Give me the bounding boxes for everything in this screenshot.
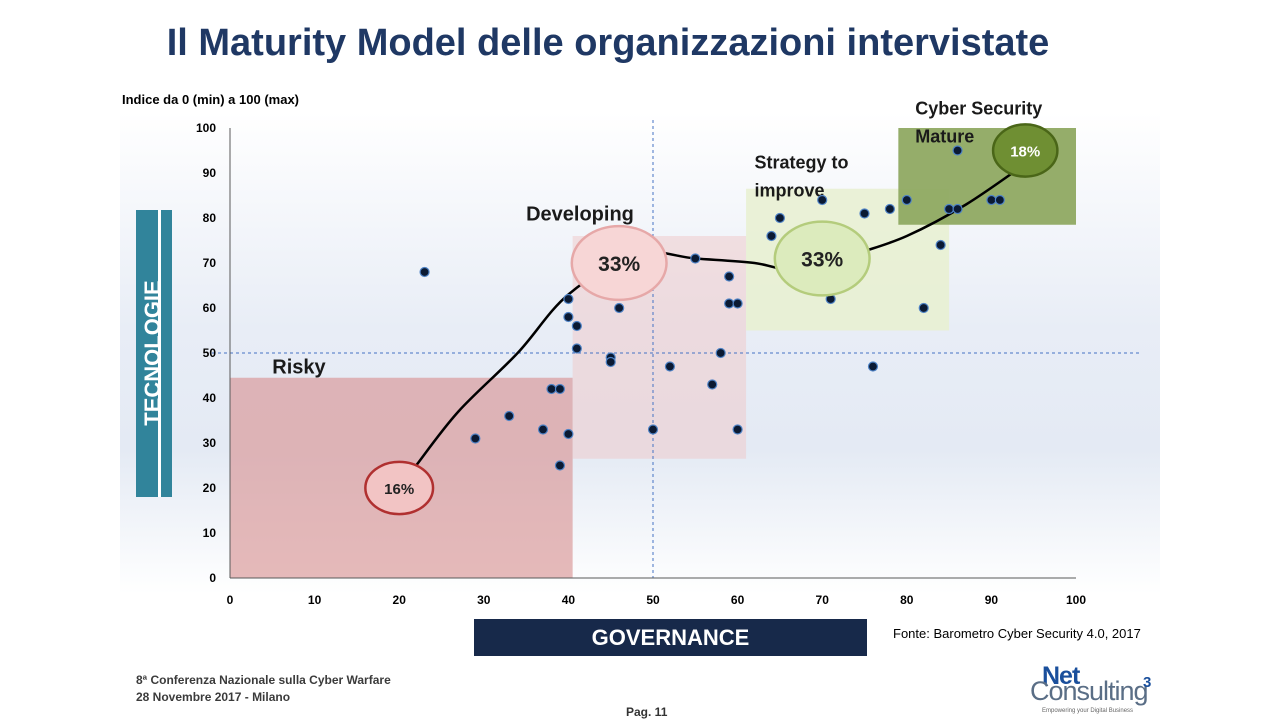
data-point [563, 311, 574, 323]
y-tick-label: 70 [203, 256, 217, 270]
data-point [614, 302, 625, 314]
x-tick-label: 30 [477, 593, 491, 607]
data-point [817, 194, 828, 206]
data-point [554, 383, 566, 395]
data-point [563, 428, 574, 440]
chart-subtitle: Indice da 0 (min) a 100 (max) [122, 92, 300, 107]
x-tick-label: 40 [562, 593, 576, 607]
data-point [774, 212, 786, 224]
data-point [986, 194, 997, 206]
x-tick-label: 80 [900, 593, 914, 607]
page-number: Pag. 11 [626, 705, 668, 719]
zone-label-risky: Risky [272, 356, 326, 378]
y-tick-label: 100 [196, 121, 216, 135]
zone-label-cyber-security-mature: Cyber Security Mature [915, 99, 1042, 147]
y-tick-label: 90 [203, 166, 217, 180]
maturity-curve [415, 162, 1026, 467]
x-tick-label: 90 [985, 593, 999, 607]
y-tick-label: 60 [203, 301, 217, 315]
y-tick-label: 40 [203, 391, 217, 405]
y-tick-label: 80 [203, 211, 217, 225]
x-tick-label: 100 [1066, 593, 1086, 607]
footer-event: 8ª Conferenza Nazionale sulla Cyber Warf… [136, 673, 391, 687]
logo-tagline: Empowering your Digital Business [1042, 708, 1134, 714]
data-point [952, 145, 963, 156]
data-point [732, 298, 743, 309]
data-point [994, 194, 1005, 206]
data-point [867, 361, 879, 372]
x-tick-label: 70 [816, 593, 830, 607]
data-point [690, 253, 701, 264]
percentage-bubble [364, 460, 435, 516]
data-point [571, 320, 582, 332]
data-point [546, 383, 557, 395]
data-point [715, 347, 726, 359]
netconsulting-logo: Net Consulting 3 Empowering your Digital… [1030, 662, 1162, 718]
y-tick-label: 50 [203, 346, 217, 360]
y-tick-label: 10 [203, 526, 217, 540]
logo-consulting: Consulting [1030, 676, 1149, 706]
footer: 8ª Conferenza Nazionale sulla Cyber Warf… [136, 672, 391, 706]
zone-label-strategy-to-improve: Strategy to improve [755, 153, 849, 201]
x-tick-label: 10 [308, 593, 322, 607]
data-point [419, 266, 430, 278]
y-tick-label: 20 [203, 481, 217, 495]
data-point [724, 298, 735, 309]
data-point [732, 424, 743, 435]
data-point [571, 343, 582, 354]
data-point [952, 203, 963, 215]
data-point [943, 203, 955, 215]
data-point [884, 203, 895, 215]
percentage-label: 16% [384, 481, 414, 498]
data-point [707, 379, 718, 390]
percentage-label: 18% [1010, 144, 1040, 161]
data-point [563, 293, 574, 305]
percentage-bubble [991, 123, 1059, 178]
data-point [470, 433, 481, 444]
data-point [859, 208, 870, 219]
percentage-bubble [773, 220, 871, 297]
data-point [647, 424, 659, 435]
x-tick-label: 0 [227, 593, 234, 607]
x-tick-label: 20 [393, 593, 407, 607]
x-tick-label: 60 [731, 593, 745, 607]
data-point [605, 356, 616, 368]
y-tick-label: 0 [209, 571, 216, 585]
data-point [918, 302, 929, 314]
data-point [664, 361, 676, 372]
logo-superscript: 3 [1143, 674, 1152, 691]
y-axis-label-stripe [158, 210, 161, 497]
footer-date: 28 Novembre 2017 - Milano [136, 690, 291, 704]
data-point [935, 239, 946, 251]
slide-title: Il Maturity Model delle organizzazioni i… [166, 22, 1050, 64]
data-point [724, 271, 735, 282]
x-axis-label: GOVERNANCE [474, 619, 867, 656]
data-point [901, 194, 912, 206]
y-axis-label-box [136, 210, 172, 497]
y-tick-label: 30 [203, 436, 217, 450]
zone-label-developing: Developing [526, 203, 634, 225]
data-point [766, 230, 777, 242]
data-point [537, 424, 549, 435]
percentage-label: 33% [801, 249, 843, 272]
percentage-label: 33% [598, 253, 640, 276]
data-point [554, 460, 566, 471]
logo-net: Net [1042, 662, 1080, 690]
x-tick-label: 50 [646, 593, 660, 607]
source-note: Fonte: Barometro Cyber Security 4.0, 201… [893, 626, 1141, 641]
percentage-bubble [570, 224, 668, 302]
data-point [504, 410, 515, 422]
